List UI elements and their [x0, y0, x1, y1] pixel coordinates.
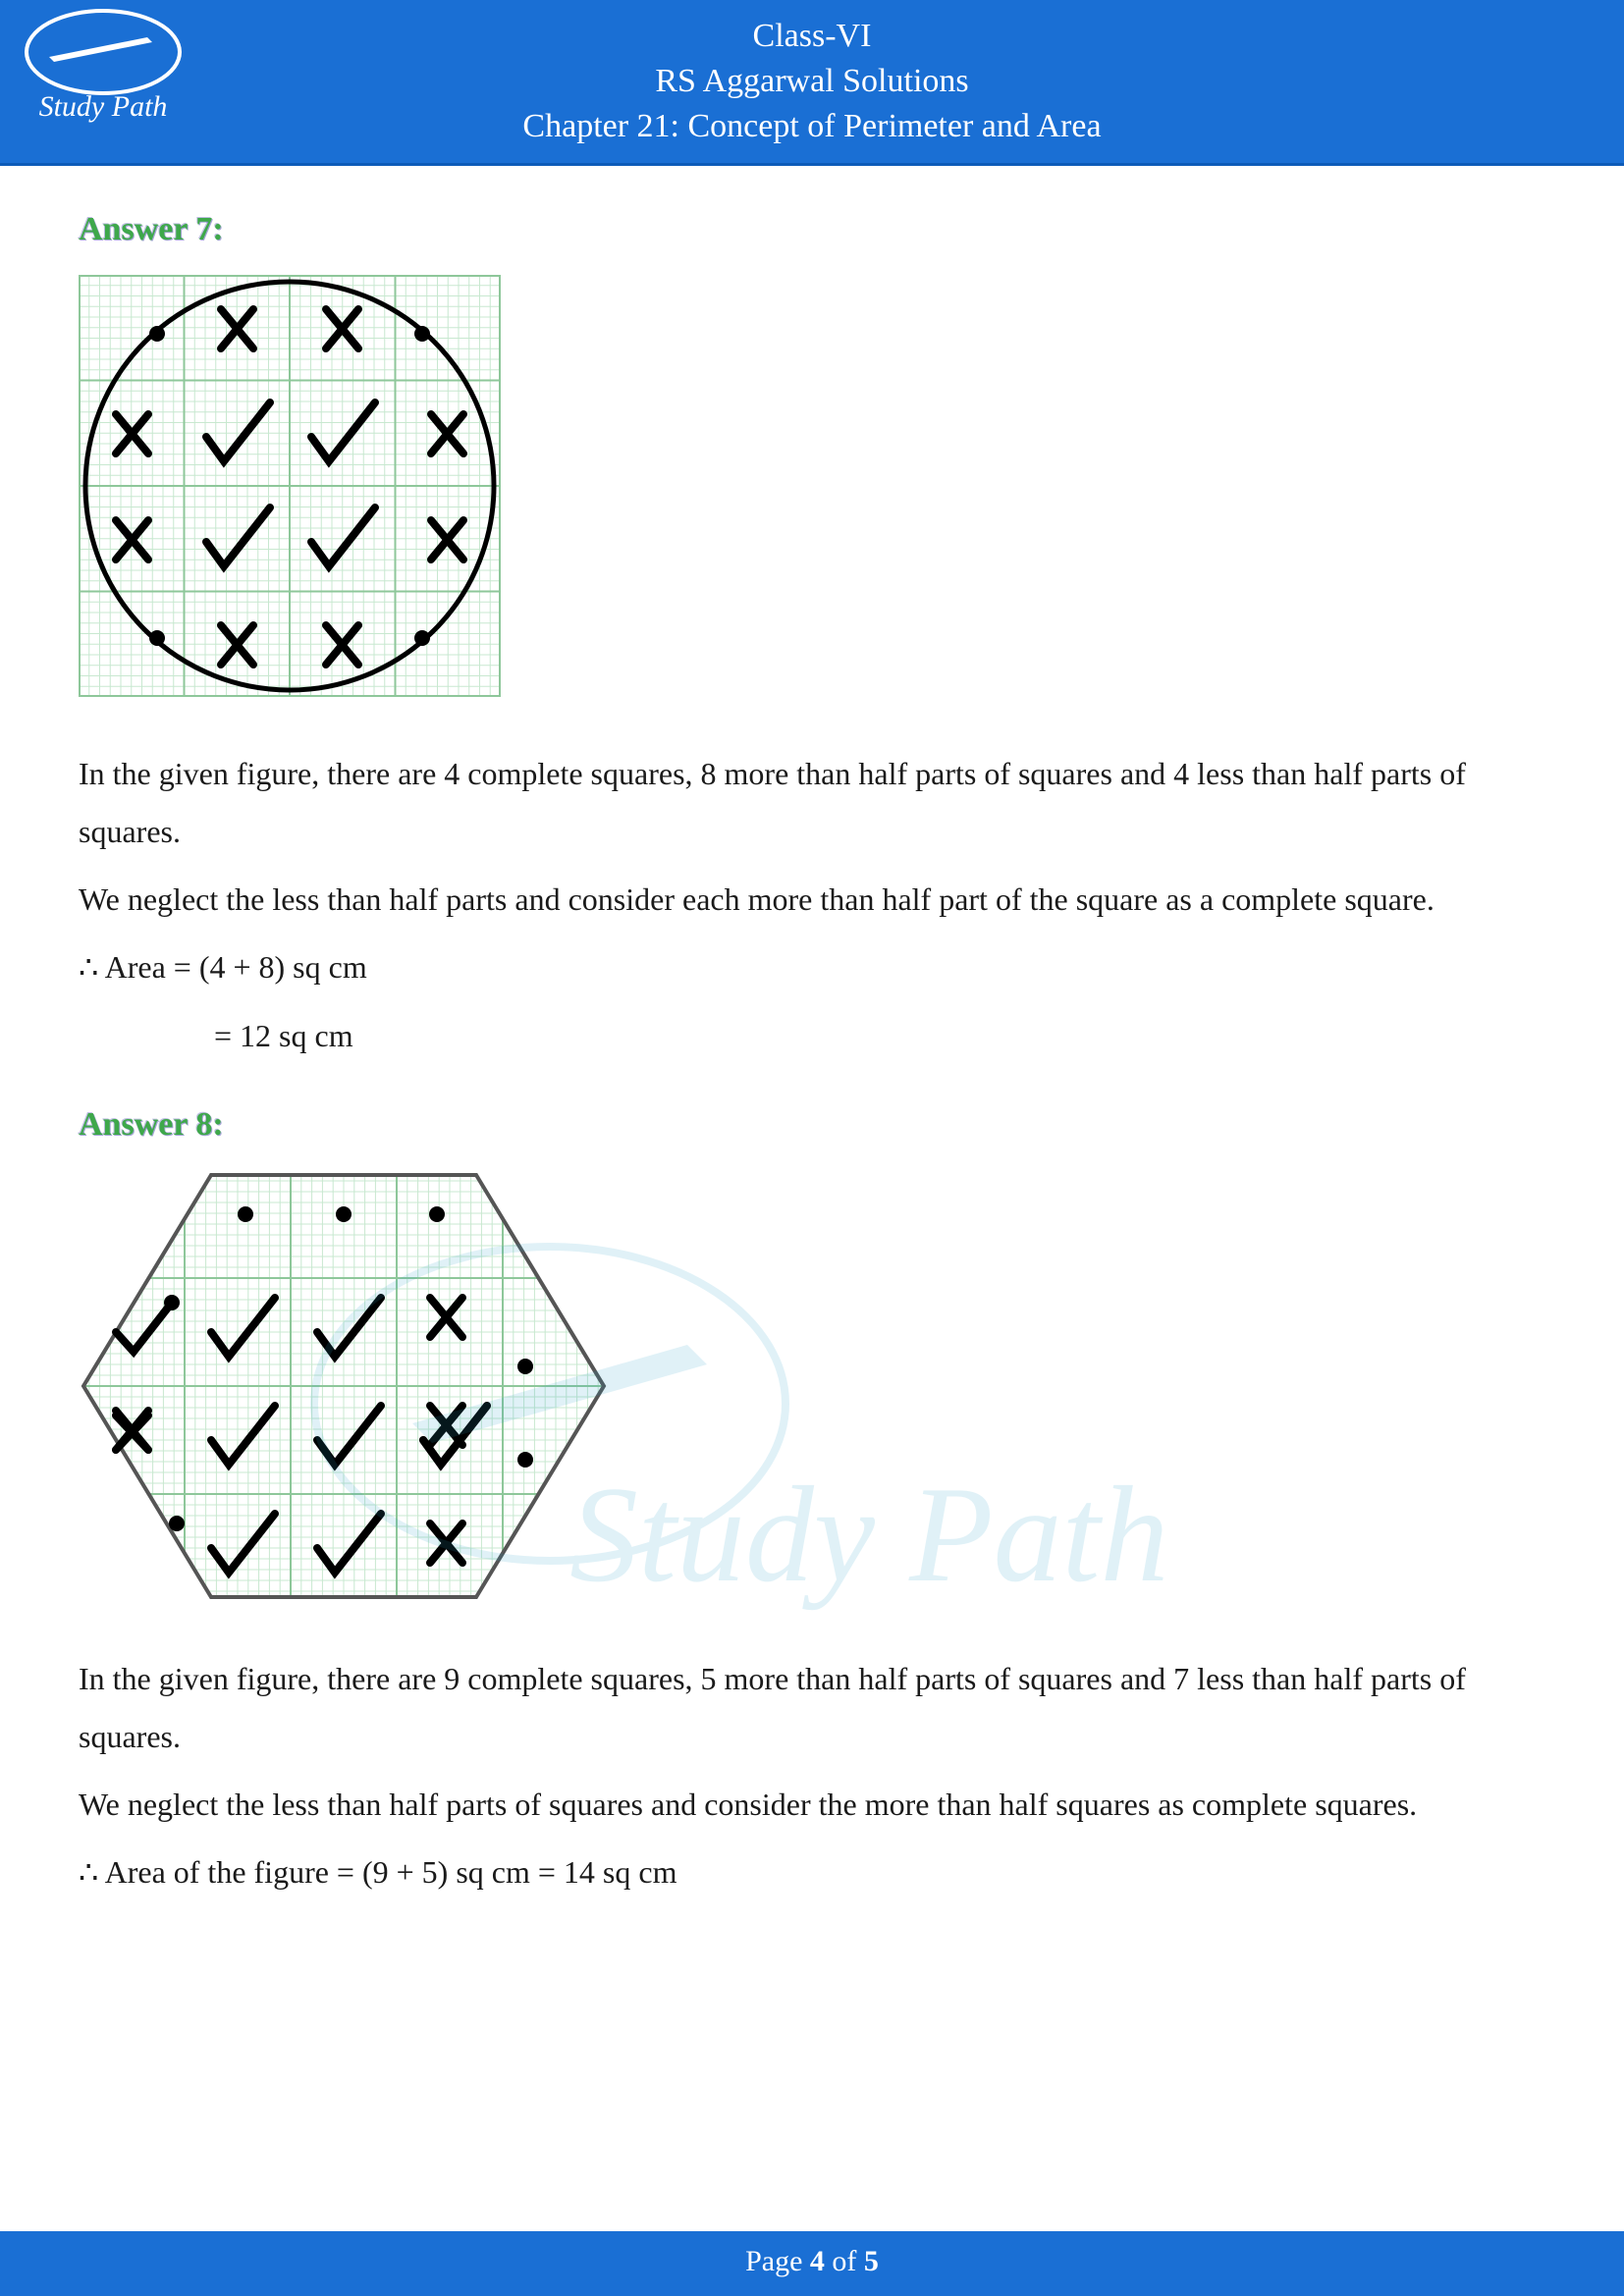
answer-7-para2: We neglect the less than half parts and …: [79, 871, 1545, 929]
page-header: Study Path Class-VI RS Aggarwal Solution…: [0, 0, 1624, 166]
answer-8-para2: We neglect the less than half parts of s…: [79, 1776, 1545, 1834]
header-chapter: Chapter 21: Concept of Perimeter and Are…: [0, 104, 1624, 149]
header-book: RS Aggarwal Solutions: [0, 59, 1624, 104]
answer-7-figure: [79, 275, 1545, 716]
page-footer: Page 4 of 5: [0, 2231, 1624, 2296]
page-content: Answer 7:: [0, 166, 1624, 1902]
answer-8-figure: [79, 1170, 1545, 1621]
answer-8-para1: In the given figure, there are 9 complet…: [79, 1650, 1545, 1766]
header-class: Class-VI: [0, 14, 1624, 59]
footer-prefix: Page: [745, 2245, 810, 2277]
answer-7-calc1: ∴ Area = (4 + 8) sq cm: [79, 938, 1545, 996]
answer-8-heading: Answer 8:: [79, 1095, 1545, 1156]
answer-7-heading: Answer 7:: [79, 199, 1545, 261]
answer-7-para1: In the given figure, there are 4 complet…: [79, 745, 1545, 861]
footer-sep: of: [825, 2245, 864, 2277]
answer-8-calc1: ∴ Area of the figure = (9 + 5) sq cm = 1…: [79, 1843, 1545, 1901]
footer-total: 5: [864, 2245, 879, 2277]
footer-current: 4: [810, 2245, 825, 2277]
answer-7-calc2: = 12 sq cm: [79, 1007, 1545, 1065]
logo-text: Study Path: [39, 90, 168, 123]
study-path-logo: Study Path: [20, 8, 187, 126]
